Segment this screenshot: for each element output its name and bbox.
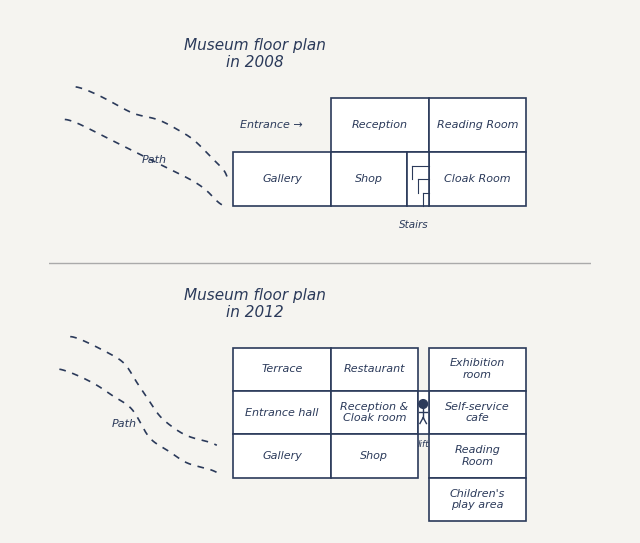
FancyBboxPatch shape (331, 348, 418, 391)
FancyBboxPatch shape (331, 98, 429, 152)
FancyBboxPatch shape (233, 434, 331, 478)
Text: Stairs: Stairs (399, 220, 429, 230)
Text: Reading Room: Reading Room (436, 120, 518, 130)
Text: Entrance →: Entrance → (240, 120, 303, 130)
FancyBboxPatch shape (418, 391, 429, 434)
Text: Path: Path (142, 155, 167, 165)
FancyBboxPatch shape (331, 391, 418, 434)
Text: Exhibition
room: Exhibition room (450, 358, 505, 380)
Text: Cloak Room: Cloak Room (444, 174, 511, 184)
Text: Museum floor plan
in 2012: Museum floor plan in 2012 (184, 288, 326, 320)
Text: Restaurant: Restaurant (344, 364, 405, 374)
Text: Self-service
cafe: Self-service cafe (445, 402, 510, 424)
Text: Shop: Shop (355, 174, 383, 184)
FancyBboxPatch shape (429, 152, 526, 206)
FancyBboxPatch shape (407, 152, 429, 206)
Text: Gallery: Gallery (262, 451, 302, 461)
Text: Children's
play area: Children's play area (450, 489, 505, 510)
Text: Reception &
Cloak room: Reception & Cloak room (340, 402, 408, 424)
Text: Gallery: Gallery (262, 174, 302, 184)
Text: lift: lift (417, 440, 429, 449)
FancyBboxPatch shape (331, 152, 407, 206)
Text: Museum floor plan
in 2008: Museum floor plan in 2008 (184, 38, 326, 71)
Text: Entrance hall: Entrance hall (245, 408, 319, 418)
Text: Reading
Room: Reading Room (454, 445, 500, 467)
Text: Path: Path (112, 419, 137, 428)
FancyBboxPatch shape (429, 478, 526, 521)
FancyBboxPatch shape (429, 391, 526, 434)
FancyBboxPatch shape (233, 152, 331, 206)
Text: Terrace: Terrace (261, 364, 303, 374)
FancyBboxPatch shape (233, 348, 331, 391)
FancyBboxPatch shape (429, 98, 526, 152)
Text: Shop: Shop (360, 451, 388, 461)
FancyBboxPatch shape (233, 391, 331, 434)
FancyBboxPatch shape (429, 434, 526, 478)
Text: Reception: Reception (352, 120, 408, 130)
FancyBboxPatch shape (429, 348, 526, 391)
FancyBboxPatch shape (331, 434, 418, 478)
Circle shape (419, 400, 428, 408)
